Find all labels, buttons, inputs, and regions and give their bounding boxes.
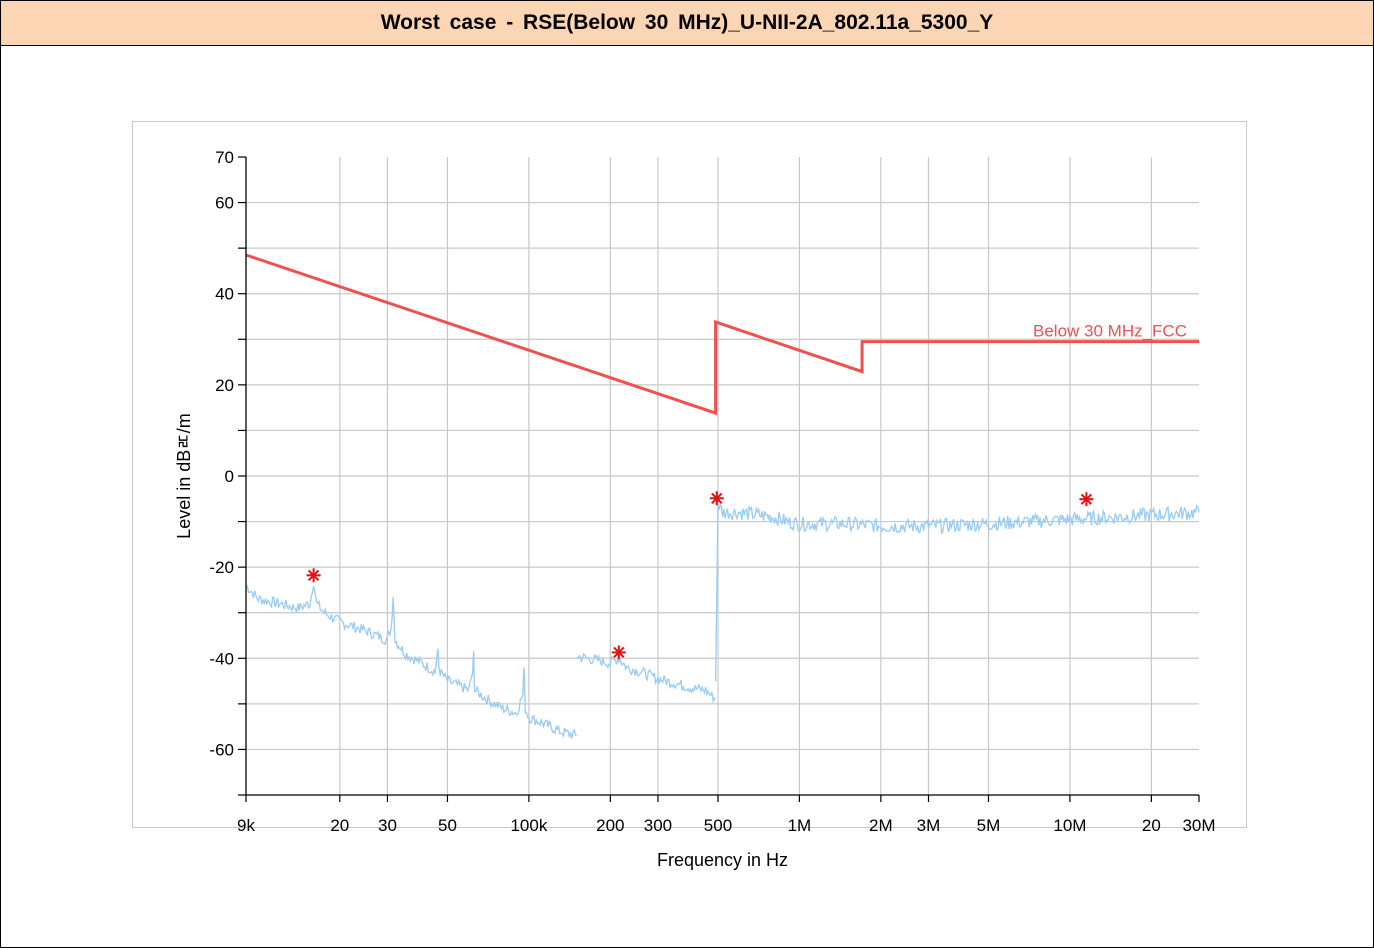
y-axis-title: Level in dBㅪ/m	[174, 413, 194, 539]
x-tick-label: 300	[644, 816, 672, 835]
limit-line-label: Below 30 MHz_FCC	[1033, 322, 1187, 341]
peak-marker-stroke	[307, 569, 320, 582]
title-bar: Worst case - RSE(Below 30 MHz)_U-NII-2A_…	[1, 1, 1373, 46]
x-tick-label: 5M	[977, 816, 1001, 835]
measurement-trace-segment	[576, 652, 717, 704]
x-tick-label: 2M	[869, 816, 893, 835]
y-tick-label: 40	[215, 285, 234, 304]
x-tick-label: 200	[596, 816, 624, 835]
x-tick-label: 50	[438, 816, 457, 835]
x-tick-label: 30	[378, 816, 397, 835]
x-tick-label: 20	[330, 816, 349, 835]
measurement-trace-segment	[245, 584, 578, 739]
x-axis-title: Frequency in Hz	[657, 850, 788, 870]
peak-marker	[611, 645, 626, 660]
peak-marker-stroke	[711, 492, 723, 505]
x-tick-label: 9k	[237, 816, 255, 835]
peak-marker	[709, 491, 724, 506]
x-tick-label: 20	[1142, 816, 1161, 835]
y-tick-label: -60	[209, 740, 234, 759]
x-tick-label: 30M	[1182, 816, 1215, 835]
chart-panel	[132, 121, 1247, 828]
y-tick-label: 20	[215, 376, 234, 395]
data-layer	[245, 253, 1200, 739]
peak-marker	[1079, 492, 1094, 507]
x-tick-label: 10M	[1053, 816, 1086, 835]
y-tick-label: 0	[225, 467, 234, 486]
peak-marker-stroke	[613, 646, 625, 659]
peak-marker-stroke	[1080, 493, 1093, 505]
grid-layer	[246, 157, 1199, 795]
measurement-trace-segment	[714, 503, 1200, 682]
peak-marker	[306, 568, 321, 583]
x-tick-label: 3M	[917, 816, 941, 835]
x-tick-label: 500	[704, 816, 732, 835]
y-tick-label: 60	[215, 194, 234, 213]
x-tick-label: 1M	[788, 816, 812, 835]
chart-title: Worst case - RSE(Below 30 MHz)_U-NII-2A_…	[380, 11, 994, 34]
y-tick-label: -40	[209, 649, 234, 668]
limit-line	[245, 253, 1199, 416]
y-tick-label: -20	[209, 558, 234, 577]
y-tick-label: 70	[215, 148, 234, 167]
x-tick-label: 100k	[510, 816, 547, 835]
